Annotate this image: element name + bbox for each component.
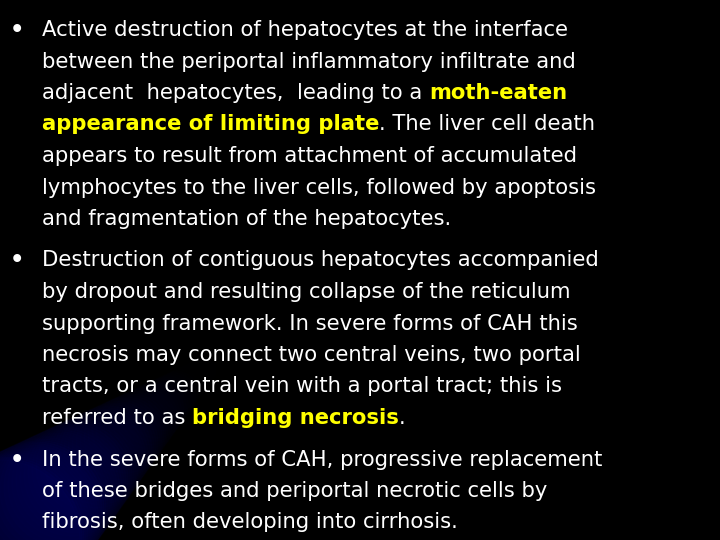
Text: tracts, or a central vein with a portal tract; this is: tracts, or a central vein with a portal …	[42, 376, 562, 396]
Text: .: .	[399, 408, 405, 428]
Text: bridging necrosis: bridging necrosis	[192, 408, 399, 428]
Text: supporting framework. In severe forms of CAH this: supporting framework. In severe forms of…	[42, 314, 577, 334]
Text: of these bridges and periportal necrotic cells by: of these bridges and periportal necrotic…	[42, 481, 547, 501]
Text: moth-eaten: moth-eaten	[429, 83, 567, 103]
Text: appearance of limiting plate: appearance of limiting plate	[42, 114, 379, 134]
Text: •: •	[10, 251, 24, 271]
Text: necrosis may connect two central veins, two portal: necrosis may connect two central veins, …	[42, 345, 581, 365]
Text: by dropout and resulting collapse of the reticulum: by dropout and resulting collapse of the…	[42, 282, 570, 302]
Text: fibrosis, often developing into cirrhosis.: fibrosis, often developing into cirrhosi…	[42, 512, 458, 532]
Text: appears to result from attachment of accumulated: appears to result from attachment of acc…	[42, 146, 577, 166]
Text: •: •	[10, 20, 24, 40]
Text: In the severe forms of CAH, progressive replacement: In the severe forms of CAH, progressive …	[42, 449, 603, 469]
Text: adjacent  hepatocytes,  leading to a: adjacent hepatocytes, leading to a	[42, 83, 429, 103]
Text: lymphocytes to the liver cells, followed by apoptosis: lymphocytes to the liver cells, followed…	[42, 178, 596, 198]
Text: between the periportal inflammatory infiltrate and: between the periportal inflammatory infi…	[42, 51, 576, 71]
Text: Active destruction of hepatocytes at the interface: Active destruction of hepatocytes at the…	[42, 20, 568, 40]
Text: referred to as: referred to as	[42, 408, 192, 428]
Text: •: •	[10, 449, 24, 469]
Text: and fragmentation of the hepatocytes.: and fragmentation of the hepatocytes.	[42, 209, 451, 229]
Text: . The liver cell death: . The liver cell death	[379, 114, 595, 134]
Text: Destruction of contiguous hepatocytes accompanied: Destruction of contiguous hepatocytes ac…	[42, 251, 599, 271]
